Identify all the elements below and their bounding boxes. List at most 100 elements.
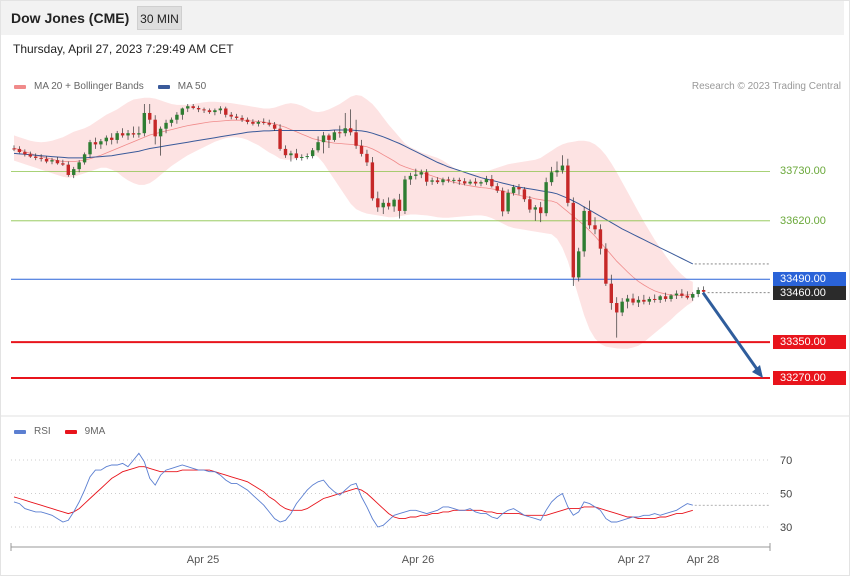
candle <box>430 180 434 182</box>
candle <box>457 179 461 182</box>
candle <box>577 251 581 278</box>
candle <box>609 283 613 304</box>
candle <box>294 153 299 158</box>
candle <box>153 119 157 137</box>
candle <box>582 210 586 252</box>
candle <box>376 198 380 208</box>
candle <box>99 141 103 145</box>
candle <box>278 128 282 149</box>
candle <box>539 207 543 214</box>
timestamp: Thursday, April 27, 2023 7:29:49 AM CET <box>13 42 234 56</box>
rsi-ma-swatch <box>64 429 77 434</box>
candle <box>544 182 548 214</box>
candle <box>126 133 130 136</box>
candle <box>533 207 537 210</box>
candle <box>77 162 81 170</box>
candle <box>289 153 293 156</box>
candle <box>658 296 662 300</box>
rsi-ma-legend-label: 9MA <box>84 426 106 437</box>
candle <box>625 298 630 302</box>
candle <box>272 124 277 129</box>
main-legend: MA 20 + Bollinger Bands MA 50 <box>14 81 220 92</box>
candle <box>93 142 98 145</box>
candle <box>462 181 467 184</box>
candle <box>66 164 70 175</box>
candle <box>207 110 212 113</box>
candle <box>300 157 304 158</box>
candle <box>685 295 690 298</box>
price-tag-33620.00: 33620.00 <box>780 214 826 227</box>
candle <box>381 202 385 208</box>
timeframe-badge[interactable]: 30 MIN <box>137 6 182 30</box>
candle <box>196 108 201 110</box>
candle <box>473 181 478 184</box>
candle <box>256 121 261 124</box>
candle <box>23 152 27 155</box>
candle <box>142 112 147 134</box>
candle <box>560 165 565 171</box>
candle <box>511 187 516 193</box>
candle <box>528 199 532 210</box>
candle <box>169 119 174 123</box>
candle <box>701 289 706 292</box>
candle <box>522 189 527 200</box>
candle <box>327 135 331 140</box>
candle <box>131 133 136 135</box>
candle <box>571 202 575 278</box>
candle <box>354 132 358 146</box>
candle <box>224 108 228 115</box>
candle <box>642 299 646 302</box>
candle <box>452 179 456 181</box>
candle <box>148 112 152 120</box>
candle <box>61 163 65 165</box>
candle <box>137 133 141 135</box>
x-tick-label: Apr 25 <box>187 554 219 566</box>
candle <box>653 298 657 300</box>
candle <box>158 128 163 137</box>
price-tag-33490.00: 33490.00 <box>773 272 846 287</box>
candle <box>213 110 217 113</box>
candle <box>316 142 320 151</box>
candle <box>691 294 695 298</box>
candle <box>348 128 353 133</box>
candle <box>251 121 255 124</box>
candle <box>647 298 652 302</box>
candle <box>490 179 494 187</box>
ma20-line <box>13 119 693 296</box>
candle <box>104 137 109 142</box>
candle <box>321 135 326 143</box>
candle <box>669 295 673 299</box>
candle <box>549 172 554 183</box>
candle <box>175 114 179 120</box>
ma20-swatch <box>14 84 26 89</box>
candle <box>332 132 337 140</box>
candle <box>566 165 570 203</box>
candle <box>55 160 60 164</box>
price-tag-33270.00: 33270.00 <box>773 371 846 386</box>
candle <box>397 199 402 211</box>
candle <box>12 148 16 150</box>
candle <box>593 225 597 230</box>
candle <box>403 179 407 211</box>
candle <box>191 106 195 109</box>
candle <box>598 229 603 249</box>
copyright: Research © 2023 Trading Central <box>691 81 841 92</box>
candle <box>631 298 635 303</box>
ma20-legend-label: MA 20 + Bollinger Bands <box>34 81 144 92</box>
candle <box>365 153 369 163</box>
candle <box>115 133 119 140</box>
candle <box>370 162 375 199</box>
candle <box>674 293 679 296</box>
candle <box>338 132 342 134</box>
rsi-swatch <box>14 429 26 434</box>
candle <box>587 210 592 226</box>
candle <box>229 114 233 117</box>
candle <box>234 116 239 118</box>
candle <box>164 122 168 129</box>
x-tick-label: Apr 28 <box>687 554 719 566</box>
candle <box>180 108 185 115</box>
candle <box>636 299 641 303</box>
candle <box>44 158 49 162</box>
candle <box>501 190 505 212</box>
